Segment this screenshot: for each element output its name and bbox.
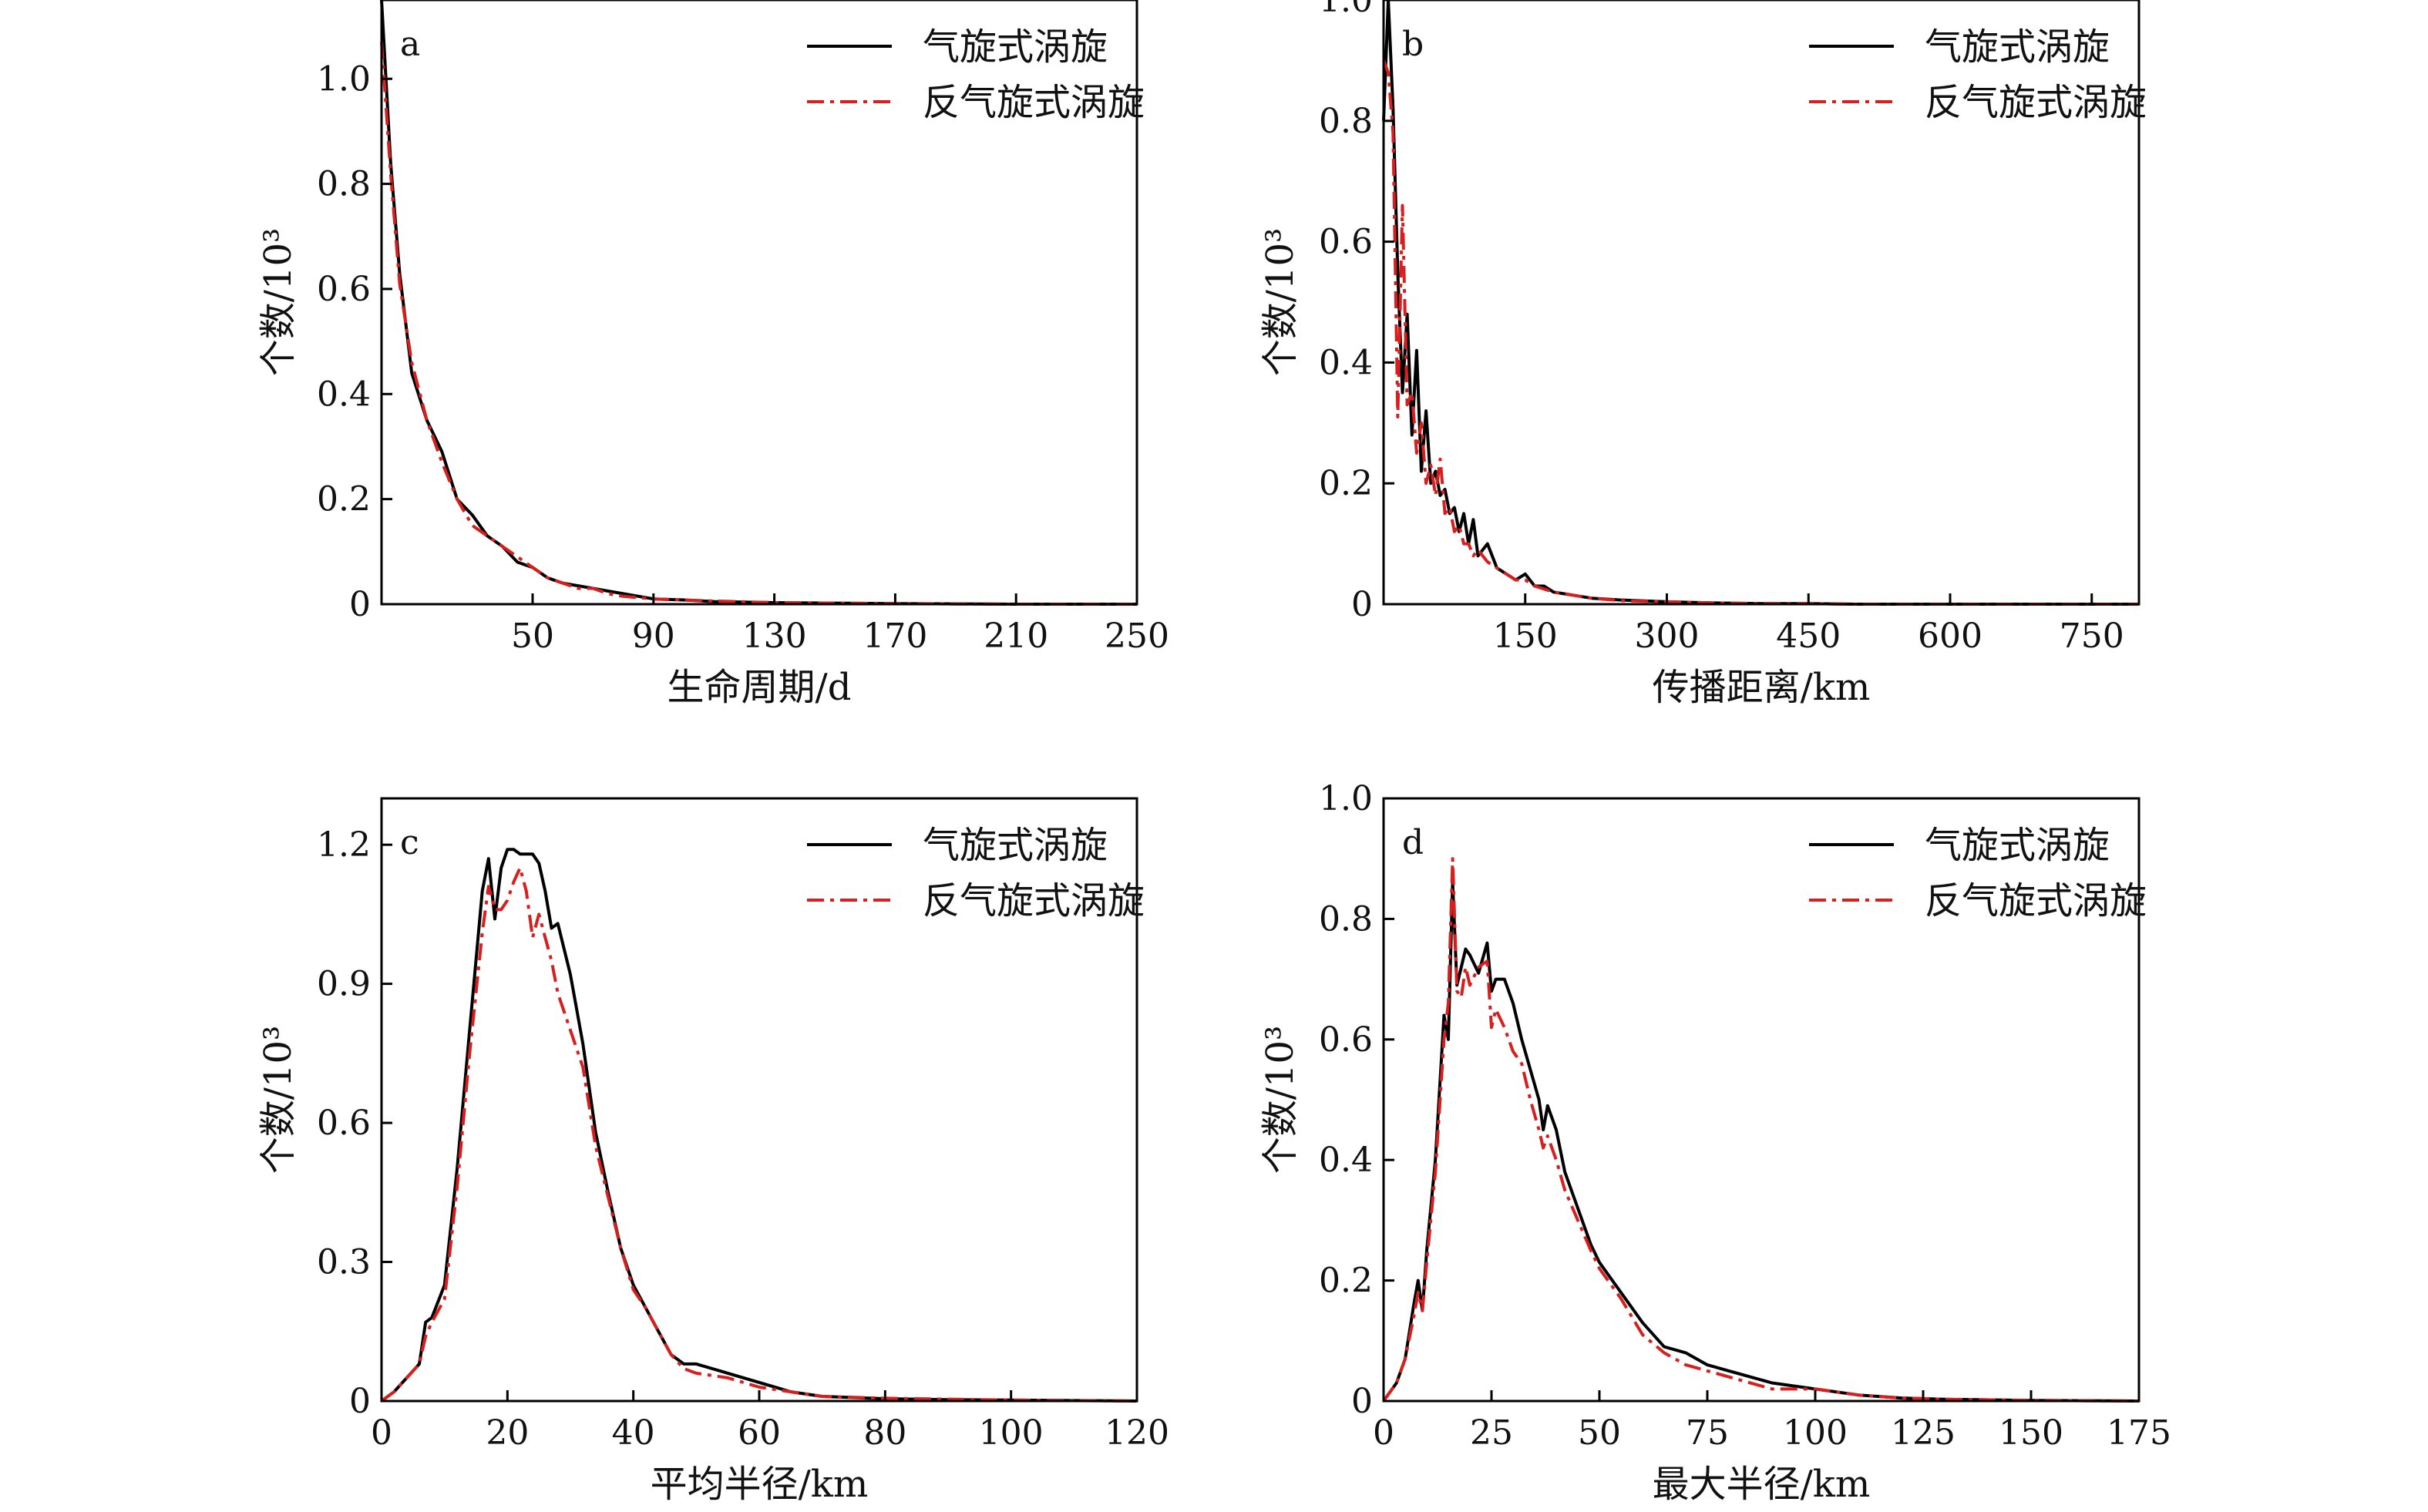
y-tick-label: 0 [1351,1382,1373,1421]
y-axis-label: 个数/10³ [1259,228,1302,377]
panel-label: b [1402,25,1424,64]
legend-label-anticyclonic: 反气旋式涡旋 [923,879,1145,922]
y-tick-label: 0.2 [1319,464,1373,503]
legend-label-cyclonic: 气旋式涡旋 [923,824,1108,867]
panel-label: c [400,823,419,862]
y-axis-label: 个数/10³ [1259,1026,1302,1174]
legend-label-cyclonic: 气旋式涡旋 [1925,25,2110,69]
x-tick-label: 90 [632,617,675,656]
plot-frame [1382,797,2140,1403]
y-tick-label: 0.6 [1319,1020,1373,1060]
x-tick-label: 600 [1918,617,1982,656]
x-tick-label: 450 [1776,617,1841,656]
x-tick-label: 175 [2107,1413,2171,1453]
x-tick-label: 300 [1635,617,1700,656]
y-tick-label: 0 [349,1382,371,1421]
legend-label-cyclonic: 气旋式涡旋 [1925,824,2110,867]
y-tick-label: 0 [1351,585,1373,624]
y-tick-label: 0.2 [1319,1262,1373,1301]
chart-panel-c: 0 20 40 60 80 100 120 0 0.3 0.6 0.9 1.2 c 平均半径/km 个数/1… [257,797,1169,1506]
x-tick-label: 125 [1891,1413,1956,1453]
y-tick-label: 0.4 [317,375,371,414]
x-tick-label: 50 [511,617,554,656]
series-line-cyclonic [380,848,1138,1403]
y-tick-label: 0.3 [317,1243,371,1282]
y-tick-label: 0.6 [317,270,371,309]
x-axis-label: 传播距离/km [1653,666,1871,709]
y-tick-label: 0.4 [1319,343,1373,382]
legend-label-anticyclonic: 反气旋式涡旋 [923,81,1145,124]
x-tick-label: 150 [1493,617,1558,656]
x-tick-label: 0 [1373,1413,1394,1453]
x-tick-label: 150 [1999,1413,2063,1453]
y-tick-label: 0.8 [1319,899,1373,939]
x-tick-label: 0 [371,1413,392,1453]
y-tick-label: 0.8 [1319,102,1373,141]
panel-label: d [1402,823,1424,862]
legend-label-cyclonic: 气旋式涡旋 [923,25,1108,69]
y-tick-label: 1.2 [317,825,371,865]
x-axis-label: 平均半径/km [651,1463,869,1506]
x-axis-label: 最大半径/km [1653,1463,1871,1506]
legend-label-anticyclonic: 反气旋式涡旋 [1925,879,2147,922]
x-tick-label: 75 [1686,1413,1729,1453]
x-tick-label: 210 [984,617,1048,656]
series-line-cyclonic [1382,881,2140,1403]
x-tick-label: 120 [1105,1413,1169,1453]
y-tick-label: 0.4 [1319,1141,1373,1180]
x-tick-label: 170 [863,617,927,656]
plot-frame [380,0,1138,606]
x-tick-label: 60 [738,1413,781,1453]
y-tick-label: 1.0 [317,59,371,99]
series-line-anticyclonic [1382,857,2140,1403]
chart-panel-b: 150 300 450 600 750 0 0.2 0.4 0.6 0.8 1.0 b 传播距离/km 个… [1259,0,2147,709]
x-tick-label: 80 [863,1413,906,1453]
y-axis-label: 个数/10³ [257,1026,300,1174]
y-tick-label: 1.0 [1319,0,1373,20]
x-tick-label: 250 [1105,617,1169,656]
y-tick-label: 1.0 [1319,779,1373,818]
y-tick-label: 0.9 [317,965,371,1004]
y-tick-label: 0.2 [317,480,371,519]
panel-label: a [400,25,420,64]
x-tick-label: 100 [1783,1413,1848,1453]
plot-frame [1382,0,2140,606]
y-axis-label: 个数/10³ [257,228,300,377]
y-tick-label: 0 [349,585,371,624]
x-tick-label: 50 [1578,1413,1621,1453]
legend-label-anticyclonic: 反气旋式涡旋 [1925,81,2147,124]
x-tick-label: 100 [979,1413,1044,1453]
y-tick-label: 0.6 [317,1104,371,1143]
y-tick-label: 0.6 [1319,223,1373,262]
series-line-anticyclonic [1382,59,2139,606]
series-line-anticyclonic [380,42,1137,606]
x-tick-label: 25 [1470,1413,1513,1453]
x-tick-label: 20 [486,1413,529,1453]
x-axis-label: 生命周期/d [668,666,852,709]
x-tick-label: 40 [612,1413,655,1453]
x-tick-label: 750 [2060,617,2124,656]
series-line-anticyclonic [380,866,1138,1403]
y-tick-label: 0.8 [317,165,371,204]
x-tick-label: 130 [742,617,807,656]
chart-panel-a: 50 90 130 170 210 250 0 0.2 0.4 0.6 0.8 1.0 a 生命周期/d 个… [257,0,1169,709]
chart-panel-d: 0 25 50 75 100 125 150 175 0 0.2 0.4 0.6 0.8 1.0 d 最大半径… [1259,779,2171,1506]
